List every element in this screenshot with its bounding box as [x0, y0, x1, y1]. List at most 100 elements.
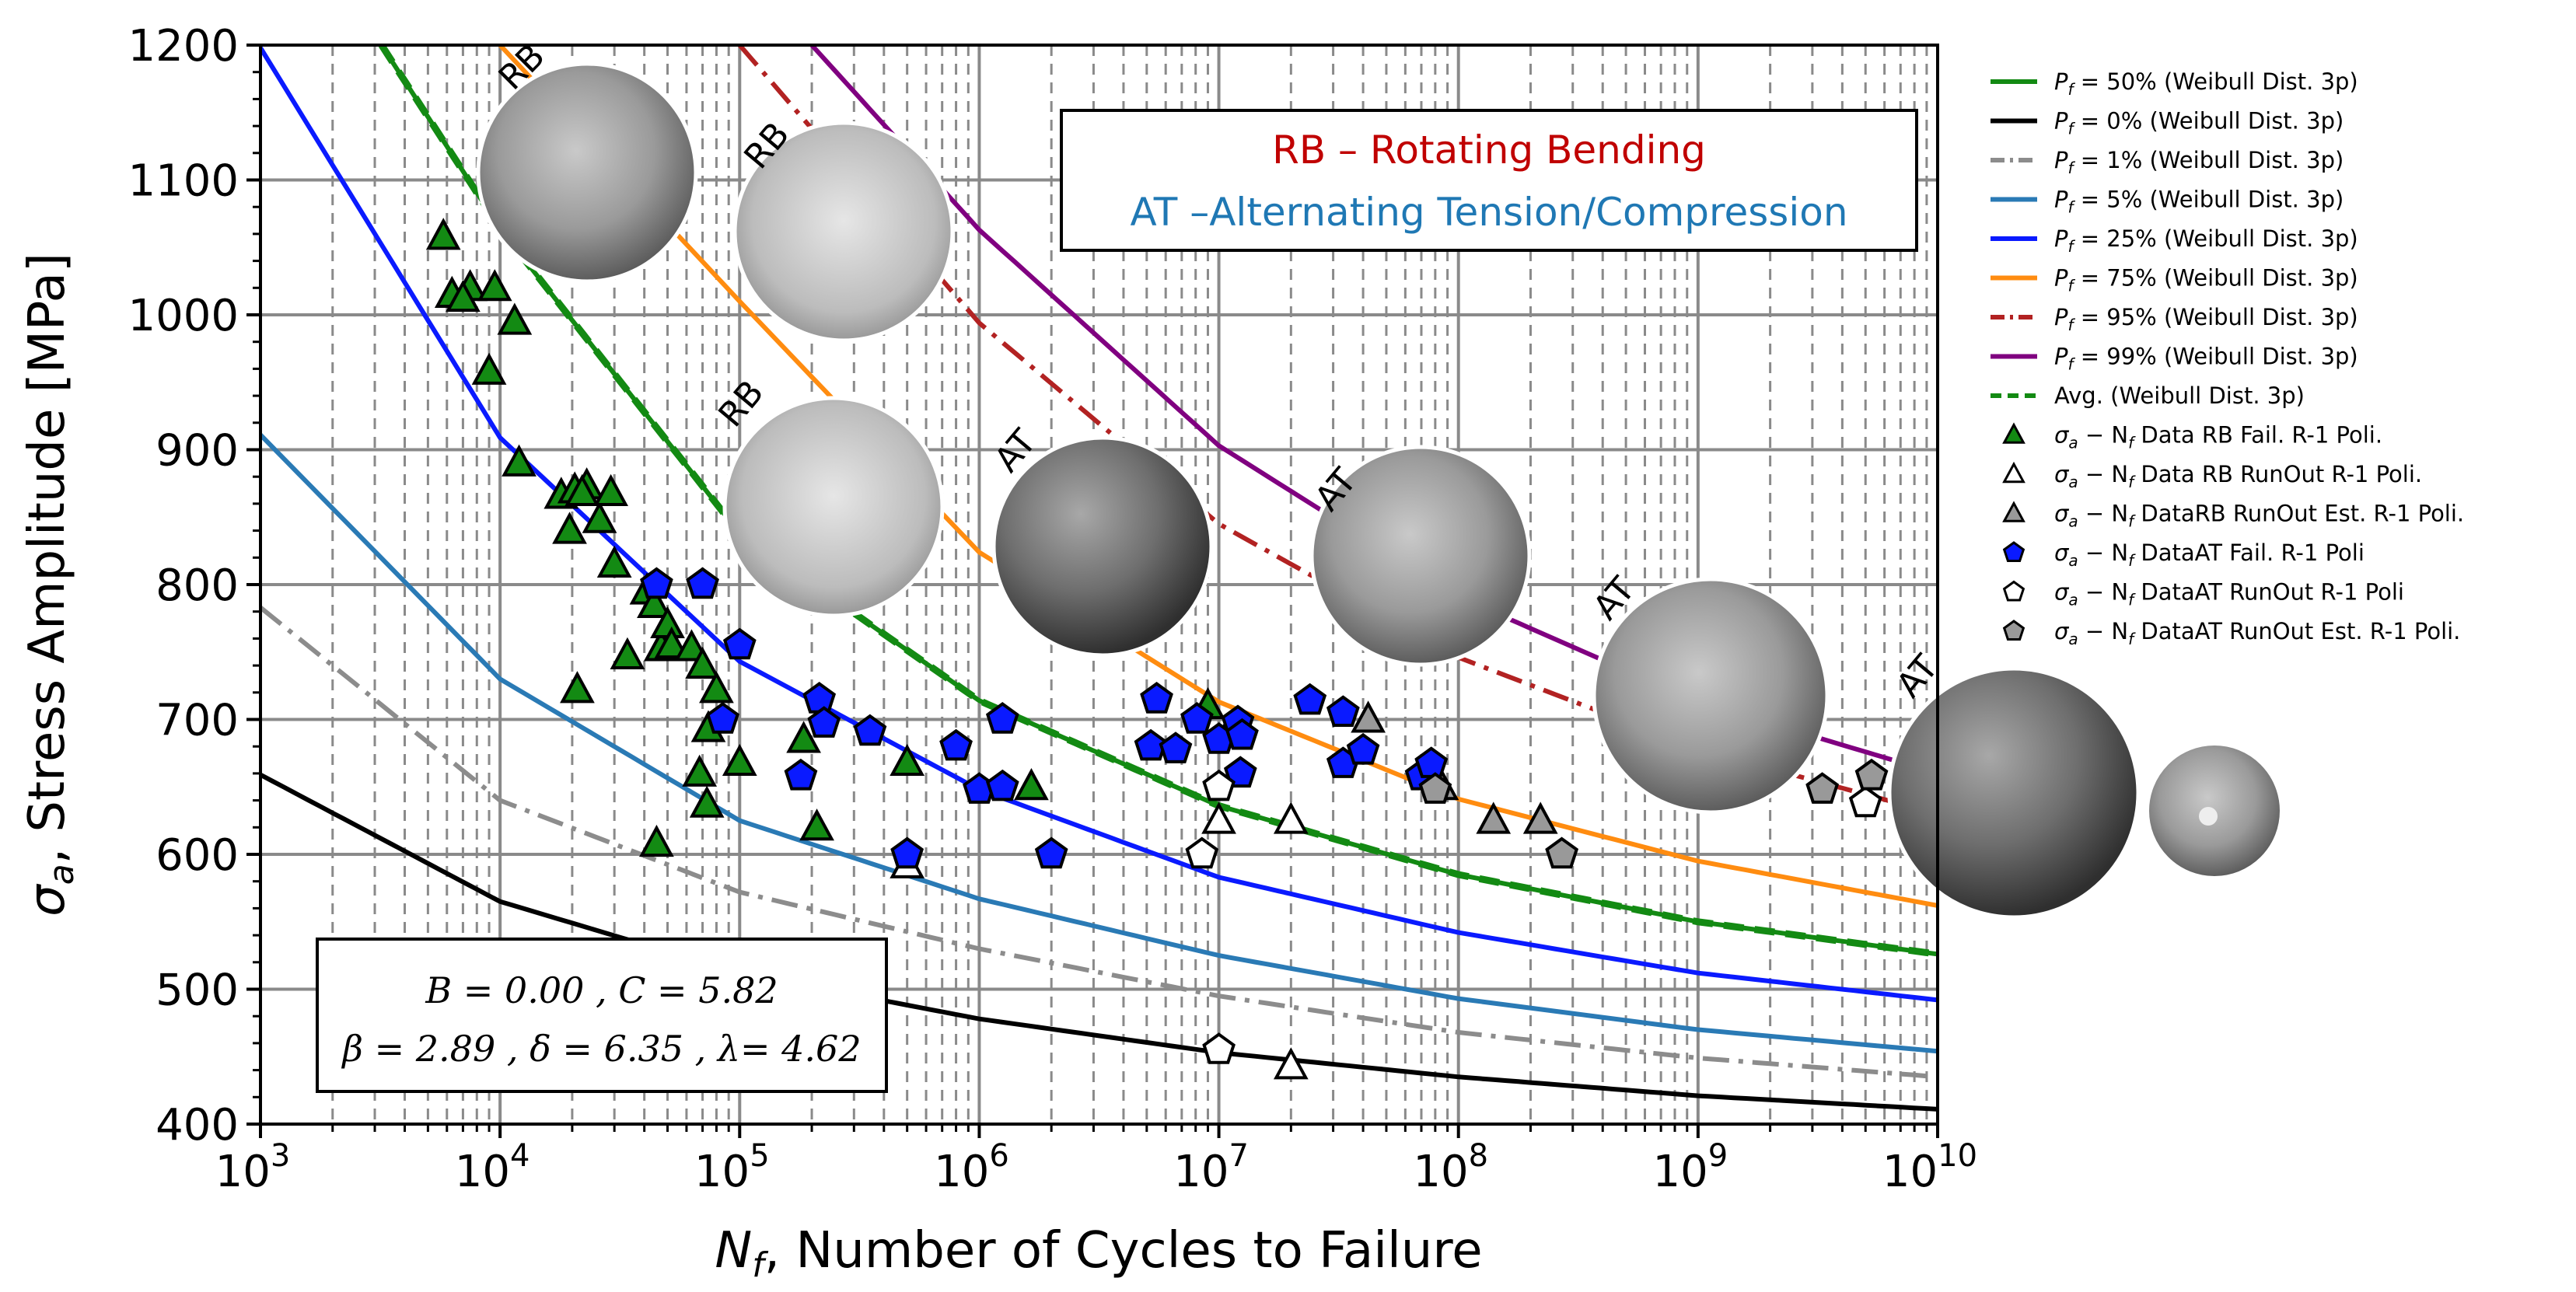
legend-label-12: σa − Nf DataAT Fail. R-1 Poli — [2054, 539, 2365, 570]
fracture-image-rb-3 — [722, 396, 945, 618]
fracture-origin-dot — [2199, 807, 2218, 826]
legend-label-8: Avg. (Weibull Dist. 3p) — [2054, 382, 2305, 409]
curve-3 — [260, 46, 1938, 1003]
data-point-1-2 — [1273, 1047, 1309, 1080]
data-point-3-9 — [939, 728, 973, 761]
data-point-5-3 — [1854, 758, 1889, 791]
fracture-image-at-4 — [1887, 666, 2141, 920]
data-point-0-26 — [689, 785, 725, 818]
legend-marker-9 — [2002, 422, 2025, 444]
y-tick-label: 500 — [156, 966, 239, 1016]
x-tick-label: 107 — [1173, 1138, 1249, 1197]
y-axis-label: σa, Stress Amplitude [MPa] — [19, 253, 82, 917]
y-tick-label: 900 — [156, 426, 239, 477]
curve-0 — [260, 772, 1938, 1112]
data-point-0-15 — [596, 545, 632, 578]
legend-label-3: Pf = 5% (Weibull Dist. 3p) — [2054, 187, 2344, 217]
curve-1 — [260, 606, 1938, 1080]
method-legend-box: RB – Rotating Bending AT –Alternating Te… — [1060, 109, 1918, 252]
fracture-images — [476, 61, 2283, 920]
data-point-3-15 — [1140, 682, 1173, 714]
parameter-box: B = 0.00 , C = 5.82 β = 2.89 , δ = 6.35 … — [316, 938, 888, 1093]
legend-marker-13 — [2002, 580, 2025, 602]
x-tick-label: 108 — [1413, 1138, 1488, 1197]
data-point-1-1 — [1273, 801, 1309, 834]
method-box-frame — [1060, 109, 1918, 252]
legend-marker-10 — [2002, 461, 2025, 484]
y-tick-label: 1200 — [128, 21, 239, 72]
legend-label-2: Pf = 1% (Weibull Dist. 3p) — [2054, 147, 2344, 177]
data-point-0-4 — [446, 279, 481, 313]
data-point-5-0 — [1418, 772, 1452, 804]
data-point-0-19 — [637, 585, 672, 619]
y-tick-label: 1000 — [128, 291, 239, 341]
x-tick-label: 104 — [455, 1138, 530, 1197]
curve-5 — [378, 45, 1938, 958]
parameter-line-1: B = 0.00 , C = 5.82 — [425, 969, 778, 1011]
data-point-2-0 — [1351, 700, 1386, 733]
data-point-3-8 — [890, 836, 924, 869]
fracture-image-rb-1 — [476, 61, 698, 284]
data-point-3-0 — [640, 567, 673, 599]
x-tick-label: 109 — [1652, 1138, 1728, 1197]
x-axis-label: Nf, Number of Cycles to Failure — [715, 1222, 1482, 1285]
legend-label-13: σa − Nf DataAT RunOut R-1 Poli — [2054, 579, 2404, 609]
curves — [260, 45, 1938, 1112]
data-point-3-4 — [784, 758, 818, 791]
data-point-3-25 — [1346, 732, 1380, 765]
x-tick-label: 105 — [694, 1138, 770, 1197]
data-point-0-24 — [685, 646, 720, 679]
legend-label-7: Pf = 99% (Weibull Dist. 3p) — [2054, 344, 2358, 374]
axes: 103 104 105 106 107 108 109 1010 400 500 600 700 800… — [128, 21, 1977, 1197]
x-tick-label: 103 — [215, 1138, 291, 1197]
legend-marker-12 — [2002, 541, 2025, 562]
data-point-3-17 — [1180, 702, 1214, 734]
data-point-0-25 — [682, 754, 718, 787]
data-point-0-9 — [552, 512, 587, 544]
curve-2 — [260, 433, 1938, 1054]
data-point-3-13 — [1034, 836, 1068, 869]
data-point-0-28 — [699, 671, 734, 704]
method-at-text: AT –Alternating Tension/Compression — [1130, 190, 1847, 235]
data-point-0-0 — [425, 218, 461, 250]
data-point-3-5 — [802, 682, 837, 714]
legend-label-6: Pf = 95% (Weibull Dist. 3p) — [2054, 304, 2358, 334]
y-tick-label: 600 — [156, 830, 239, 881]
data-point-3-3 — [722, 627, 757, 660]
data-point-3-20 — [1223, 756, 1257, 788]
data-point-0-13 — [564, 473, 600, 507]
y-tick-label: 800 — [156, 560, 239, 611]
data-point-0-30 — [786, 721, 821, 753]
data-point-0-14 — [593, 473, 628, 507]
legend-marker-11 — [2002, 501, 2025, 522]
data-point-3-2 — [706, 702, 739, 734]
data-point-3-23 — [1326, 695, 1360, 727]
data-point-0-7 — [502, 444, 537, 477]
y-tick-label: 1100 — [128, 156, 239, 207]
data-point-3-6 — [807, 706, 841, 738]
data-point-3-11 — [985, 702, 1019, 734]
data-point-0-5 — [471, 352, 507, 385]
legend-label-9: σa − Nf Data RB Fail. R-1 Poli. — [2054, 422, 2382, 452]
data-point-3-12 — [985, 769, 1019, 801]
legend-marker-14 — [2002, 620, 2025, 641]
data-point-0-12 — [582, 501, 617, 533]
data-point-4-2 — [1202, 1032, 1236, 1064]
data-point-0-6 — [497, 302, 533, 335]
data-point-4-1 — [1202, 769, 1236, 801]
data-point-5-1 — [1545, 836, 1579, 869]
data-point-4-0 — [1185, 836, 1219, 869]
data-point-0-33 — [890, 743, 925, 777]
legend-label-1: Pf = 0% (Weibull Dist. 3p) — [2054, 108, 2344, 138]
data-point-0-16 — [610, 637, 645, 669]
parameter-box-frame — [316, 938, 888, 1093]
x-tick-label: 1010 — [1882, 1138, 1977, 1197]
data-point-3-7 — [853, 714, 887, 746]
data-point-3-14 — [1134, 728, 1168, 761]
data-point-0-3 — [477, 269, 512, 302]
data-point-3-16 — [1159, 732, 1193, 763]
method-rb-text: RB – Rotating Bending — [1272, 127, 1706, 173]
fracture-image-at-2 — [1309, 445, 1532, 667]
data-point-0-23 — [674, 629, 709, 662]
